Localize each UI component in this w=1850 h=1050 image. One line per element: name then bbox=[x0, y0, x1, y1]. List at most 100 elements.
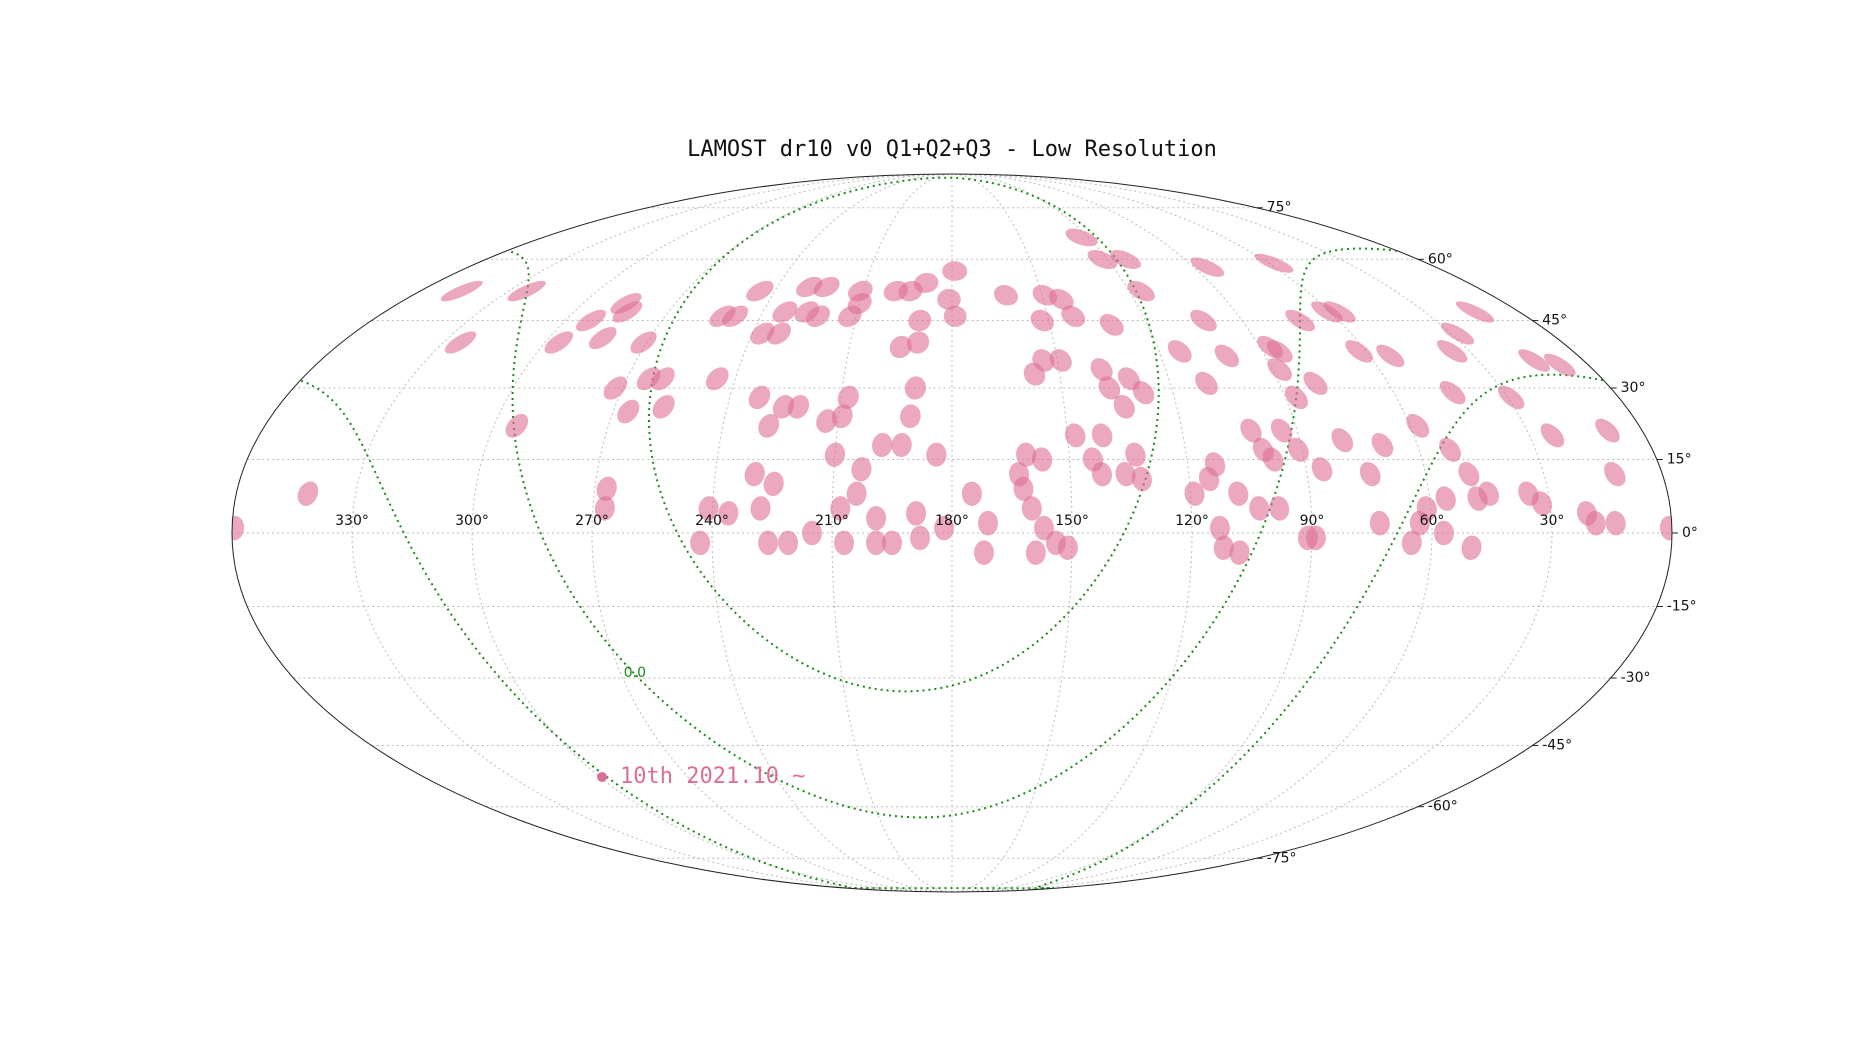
field bbox=[907, 331, 930, 354]
field bbox=[1032, 349, 1055, 372]
field bbox=[588, 326, 617, 350]
field bbox=[837, 385, 859, 410]
field bbox=[866, 530, 887, 556]
field bbox=[943, 305, 967, 327]
field bbox=[1190, 257, 1225, 277]
field bbox=[1091, 461, 1113, 487]
field bbox=[1025, 540, 1046, 565]
field bbox=[1065, 228, 1098, 247]
field bbox=[698, 496, 719, 521]
x-tick-label: 60° bbox=[1420, 513, 1445, 529]
series bbox=[232, 228, 1672, 565]
field bbox=[910, 525, 930, 551]
field bbox=[937, 288, 961, 310]
field bbox=[596, 476, 617, 502]
field bbox=[838, 305, 862, 327]
field bbox=[1401, 530, 1422, 556]
field bbox=[1434, 520, 1454, 546]
x-tick-label: 270° bbox=[575, 513, 609, 529]
y-tick-label: -15° bbox=[1667, 598, 1697, 614]
field bbox=[772, 394, 795, 419]
field bbox=[961, 481, 982, 506]
x-tick-label: 150° bbox=[1055, 513, 1089, 529]
field bbox=[1110, 249, 1142, 269]
field bbox=[830, 496, 851, 521]
x-tick-label: 210° bbox=[815, 513, 849, 529]
field bbox=[758, 530, 779, 556]
field bbox=[908, 309, 932, 332]
y-tick-label: 15° bbox=[1667, 452, 1692, 468]
y-tick-label: -60° bbox=[1428, 799, 1458, 815]
x-tick-label: 180° bbox=[935, 513, 969, 529]
field bbox=[1195, 371, 1218, 395]
field bbox=[1303, 371, 1328, 395]
field bbox=[1099, 314, 1124, 336]
field bbox=[1531, 491, 1553, 516]
field bbox=[1127, 280, 1155, 302]
field bbox=[1439, 437, 1461, 462]
field bbox=[796, 276, 823, 298]
y-tick-label: 60° bbox=[1428, 251, 1453, 267]
field bbox=[1461, 535, 1482, 561]
field bbox=[744, 461, 765, 487]
field bbox=[973, 540, 994, 565]
galactic-label: 0.0 bbox=[624, 665, 646, 681]
y-tick-label: -75° bbox=[1267, 850, 1297, 866]
field bbox=[889, 335, 912, 359]
field bbox=[942, 261, 968, 281]
field bbox=[794, 301, 820, 323]
field bbox=[934, 515, 954, 541]
grid-line bbox=[951, 174, 1313, 892]
field bbox=[763, 471, 784, 497]
field bbox=[1604, 461, 1626, 487]
field bbox=[1406, 413, 1430, 438]
field bbox=[1167, 340, 1192, 363]
field bbox=[891, 432, 912, 458]
field bbox=[750, 322, 775, 345]
x-tick-label: 120° bbox=[1175, 513, 1209, 529]
field bbox=[1359, 461, 1381, 487]
field bbox=[705, 367, 729, 391]
field bbox=[772, 301, 798, 323]
field bbox=[1544, 353, 1576, 377]
field bbox=[994, 284, 1018, 306]
field bbox=[1376, 344, 1405, 368]
field bbox=[1132, 381, 1155, 405]
field bbox=[1061, 305, 1086, 327]
field bbox=[651, 367, 675, 391]
field bbox=[1455, 301, 1495, 323]
field bbox=[1305, 525, 1326, 551]
field bbox=[1008, 461, 1030, 487]
field bbox=[866, 505, 887, 531]
field bbox=[652, 394, 675, 419]
y-tick-label: 75° bbox=[1267, 200, 1292, 216]
grid-line bbox=[711, 174, 953, 892]
grid-line bbox=[951, 174, 1553, 892]
x-tick-label: 240° bbox=[695, 513, 729, 529]
field bbox=[746, 280, 774, 302]
field bbox=[444, 331, 477, 354]
field bbox=[748, 385, 771, 410]
field bbox=[1435, 486, 1456, 511]
field bbox=[1287, 437, 1309, 462]
field bbox=[594, 496, 615, 521]
field bbox=[1270, 418, 1293, 443]
field bbox=[630, 331, 657, 354]
grid-line bbox=[951, 174, 1073, 892]
field bbox=[232, 515, 245, 541]
field bbox=[507, 280, 546, 302]
field bbox=[1228, 481, 1249, 506]
field bbox=[1331, 428, 1354, 453]
field bbox=[1190, 309, 1217, 332]
field bbox=[1090, 358, 1113, 382]
grid-line bbox=[591, 174, 953, 892]
x-tick-label: 300° bbox=[455, 513, 489, 529]
grid-line bbox=[471, 174, 953, 892]
field bbox=[1323, 301, 1356, 323]
grid-line bbox=[951, 174, 1433, 892]
field bbox=[758, 413, 780, 438]
field bbox=[1285, 309, 1315, 332]
field bbox=[846, 481, 867, 506]
legend-label: 10th 2021.10 ~ bbox=[620, 764, 805, 789]
